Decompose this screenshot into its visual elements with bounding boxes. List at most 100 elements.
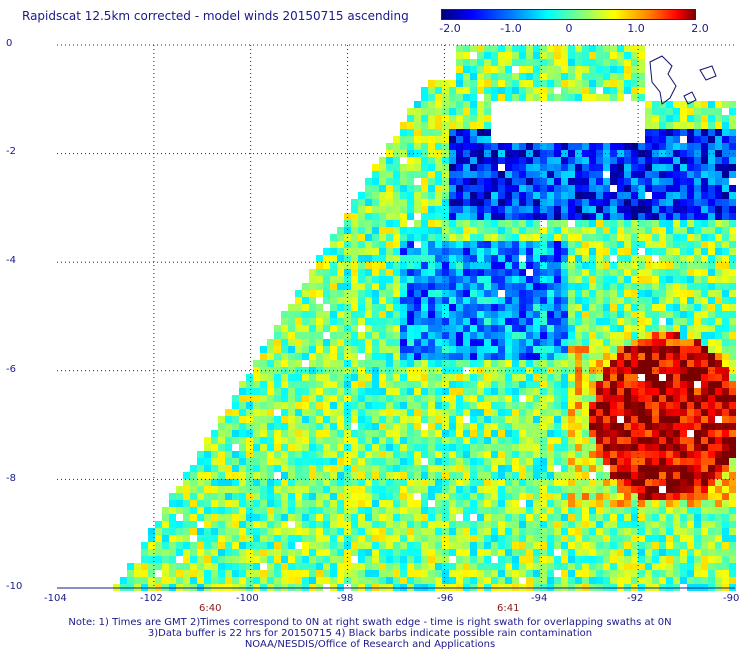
wind-cell — [582, 409, 589, 416]
wind-cell — [407, 157, 414, 164]
wind-cell — [288, 367, 295, 374]
wind-cell — [169, 542, 176, 549]
wind-cell — [680, 199, 687, 206]
wind-cell — [435, 227, 442, 234]
wind-cell — [554, 423, 561, 430]
wind-cell — [477, 395, 484, 402]
wind-cell — [568, 304, 575, 311]
wind-cell — [414, 402, 421, 409]
wind-cell — [624, 283, 631, 290]
wind-cell — [491, 549, 498, 556]
wind-cell — [596, 437, 603, 444]
wind-cell — [505, 227, 512, 234]
wind-cell — [260, 437, 267, 444]
wind-cell — [512, 346, 519, 353]
wind-cell — [673, 486, 680, 493]
wind-cell — [687, 570, 694, 577]
wind-cell — [722, 227, 729, 234]
wind-cell — [561, 87, 568, 94]
wind-cell — [400, 486, 407, 493]
wind-cell — [337, 423, 344, 430]
wind-cell — [659, 269, 666, 276]
wind-cell — [421, 115, 428, 122]
wind-cell — [526, 339, 533, 346]
wind-cell — [652, 353, 659, 360]
wind-cell — [582, 171, 589, 178]
wind-cell — [638, 507, 645, 514]
wind-cell — [442, 318, 449, 325]
wind-cell — [617, 458, 624, 465]
wind-cell — [281, 381, 288, 388]
wind-cell — [659, 213, 666, 220]
wind-cell — [337, 395, 344, 402]
wind-cell — [687, 346, 694, 353]
wind-cell — [414, 185, 421, 192]
wind-cell — [603, 220, 610, 227]
wind-cell — [379, 171, 386, 178]
wind-cell — [435, 458, 442, 465]
wind-cell — [610, 528, 617, 535]
wind-cell — [582, 283, 589, 290]
wind-cell — [547, 199, 554, 206]
wind-cell — [491, 535, 498, 542]
wind-cell — [666, 507, 673, 514]
wind-cell — [666, 157, 673, 164]
wind-cell — [232, 409, 239, 416]
wind-cell — [729, 192, 736, 199]
wind-cell — [505, 269, 512, 276]
wind-cell — [428, 409, 435, 416]
wind-cell — [631, 192, 638, 199]
wind-cell — [477, 500, 484, 507]
wind-cell — [708, 542, 715, 549]
wind-cell — [330, 297, 337, 304]
wind-cell — [491, 80, 498, 87]
wind-cell — [274, 577, 281, 584]
wind-cell — [687, 304, 694, 311]
wind-cell — [323, 444, 330, 451]
wind-cell — [540, 157, 547, 164]
wind-cell — [477, 199, 484, 206]
wind-cell — [407, 297, 414, 304]
wind-cell — [225, 528, 232, 535]
wind-cell — [687, 311, 694, 318]
wind-cell — [526, 52, 533, 59]
wind-cell — [365, 367, 372, 374]
wind-cell — [358, 416, 365, 423]
wind-cell — [610, 486, 617, 493]
wind-cell — [652, 535, 659, 542]
wind-cell — [694, 549, 701, 556]
wind-cell — [540, 73, 547, 80]
wind-cell — [554, 94, 561, 101]
wind-cell — [477, 171, 484, 178]
wind-cell — [519, 213, 526, 220]
wind-cell — [232, 535, 239, 542]
colorbar-label: -1.0 — [500, 22, 522, 35]
wind-cell — [351, 311, 358, 318]
wind-cell — [253, 500, 260, 507]
wind-cell — [533, 59, 540, 66]
wind-cell — [512, 570, 519, 577]
wind-cell — [302, 458, 309, 465]
wind-cell — [288, 402, 295, 409]
wind-cell — [596, 59, 603, 66]
wind-cell — [575, 325, 582, 332]
wind-cell — [589, 227, 596, 234]
wind-cell — [694, 521, 701, 528]
wind-cell — [547, 332, 554, 339]
wind-cell — [694, 486, 701, 493]
wind-cell — [456, 283, 463, 290]
wind-cell — [288, 486, 295, 493]
wind-cell — [526, 311, 533, 318]
wind-cell — [316, 437, 323, 444]
wind-cell — [666, 248, 673, 255]
wind-cell — [680, 458, 687, 465]
wind-cell — [470, 346, 477, 353]
wind-cell — [337, 577, 344, 584]
wind-cell — [456, 444, 463, 451]
wind-cell — [624, 416, 631, 423]
wind-cell — [582, 556, 589, 563]
wind-cell — [393, 171, 400, 178]
wind-cell — [309, 339, 316, 346]
wind-cell — [456, 80, 463, 87]
wind-cell — [295, 507, 302, 514]
